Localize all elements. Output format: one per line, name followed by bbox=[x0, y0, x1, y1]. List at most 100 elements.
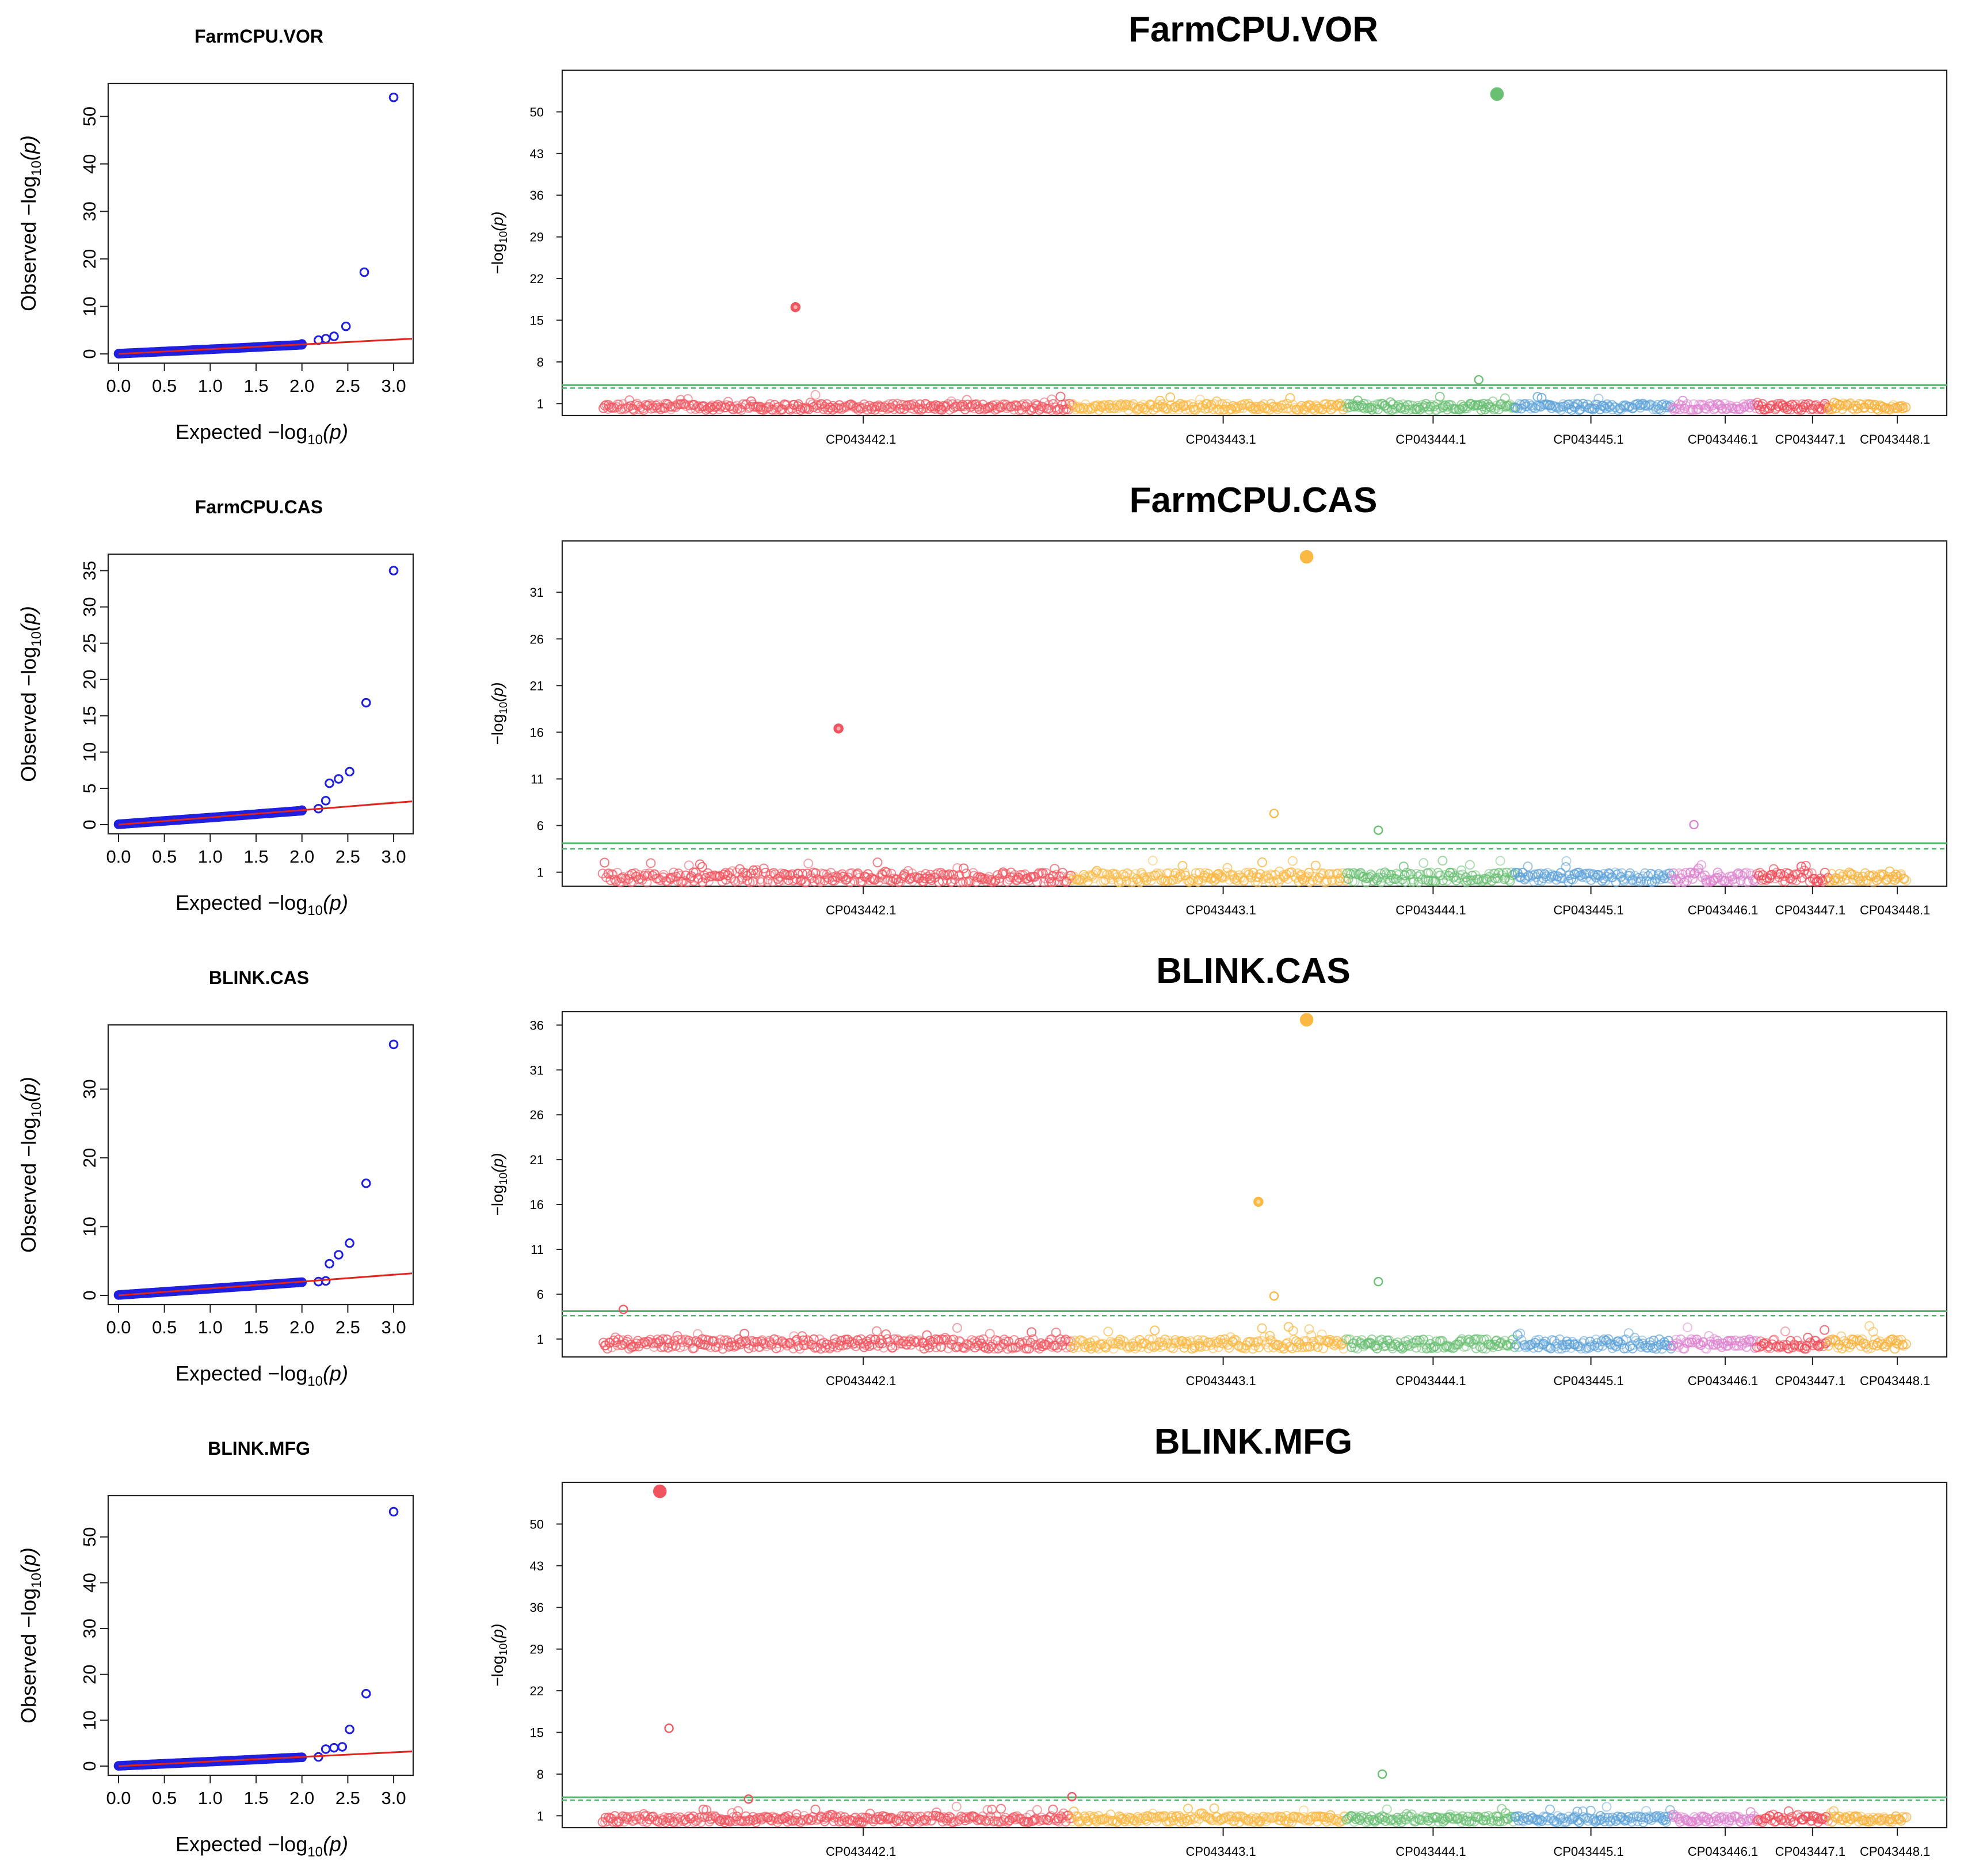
snp-point bbox=[1352, 400, 1362, 410]
snp-point bbox=[710, 1336, 720, 1346]
snp-point bbox=[658, 870, 669, 880]
snp-point bbox=[1061, 877, 1071, 887]
qq-point bbox=[359, 267, 369, 277]
qq-point bbox=[329, 331, 339, 341]
qq-point bbox=[388, 566, 399, 575]
snp-point bbox=[1534, 875, 1544, 886]
manhattan-y-tick-label: 16 bbox=[530, 725, 544, 739]
snp-point bbox=[913, 405, 924, 415]
snp-point bbox=[1155, 868, 1165, 879]
snp-point bbox=[1457, 403, 1467, 414]
significant-snp bbox=[1299, 550, 1314, 564]
snp-point bbox=[1660, 402, 1671, 413]
snp-point bbox=[774, 876, 784, 886]
snp-point bbox=[656, 875, 666, 885]
snp-point bbox=[797, 1331, 807, 1341]
snp-point bbox=[1050, 864, 1060, 874]
qq-x-tick-label: 0.0 bbox=[106, 376, 131, 396]
snp-point bbox=[967, 399, 977, 410]
manhattan-y-tick-label: 1 bbox=[537, 1332, 544, 1347]
snp-point bbox=[1866, 403, 1877, 413]
qq-y-tick-label: 10 bbox=[79, 1710, 100, 1730]
snp-point bbox=[653, 1334, 663, 1345]
snp-point bbox=[802, 1334, 812, 1345]
snp-point bbox=[1241, 1344, 1251, 1354]
snp-point bbox=[700, 873, 711, 883]
qq-y-tick-label: 50 bbox=[79, 106, 100, 126]
snp-point bbox=[828, 401, 838, 411]
snp-point bbox=[1019, 1339, 1029, 1349]
chromosome-label: CP043443.1 bbox=[1185, 1844, 1256, 1859]
panel-mfg: BLINK.MFG 0.0 0.5 1.0 1.5 2.0 2.5 3.0 0 10 20 30 40 5… bbox=[17, 1422, 1948, 1860]
snp-point bbox=[1028, 1334, 1038, 1344]
manhattan-y-axis-label: −log10(p) bbox=[489, 1153, 510, 1215]
snp-point bbox=[1177, 861, 1188, 871]
snp-point bbox=[1901, 875, 1912, 886]
snp-point bbox=[643, 401, 654, 411]
snp-point bbox=[1287, 856, 1298, 866]
snp-point bbox=[1528, 1343, 1539, 1353]
qq-y-tick-label: 30 bbox=[79, 201, 100, 221]
snp-point bbox=[1398, 399, 1408, 410]
snp-point bbox=[1749, 399, 1760, 410]
snp-point bbox=[798, 1335, 809, 1345]
snp-point bbox=[872, 1326, 882, 1336]
chromosome-label: CP043443.1 bbox=[1185, 432, 1256, 447]
snp-point bbox=[723, 396, 733, 407]
snp-point bbox=[1461, 877, 1471, 887]
chromosome-label: CP043446.1 bbox=[1688, 1374, 1758, 1388]
snp-point bbox=[1183, 1803, 1193, 1814]
snp-point bbox=[1509, 1342, 1520, 1352]
qq-point bbox=[345, 1724, 354, 1734]
snp-point bbox=[1495, 856, 1505, 866]
snp-point bbox=[1385, 1339, 1395, 1349]
snp-point bbox=[958, 877, 968, 887]
qq-point bbox=[341, 321, 351, 331]
qq-y-tick-label: 50 bbox=[79, 1527, 100, 1547]
snp-point bbox=[1142, 405, 1153, 415]
qq-y-axis-label: Observed −log10(p) bbox=[17, 1547, 44, 1724]
qq-point bbox=[334, 774, 344, 784]
snp-point bbox=[1820, 1325, 1830, 1335]
qq-point bbox=[321, 796, 331, 806]
snp-point bbox=[1059, 1336, 1070, 1346]
snp-point bbox=[1408, 1338, 1418, 1348]
manhattan-y-tick-label: 11 bbox=[531, 772, 544, 787]
snp-point bbox=[643, 1336, 653, 1347]
significant-snp bbox=[1377, 1769, 1387, 1779]
snp-point bbox=[1417, 874, 1428, 884]
snp-point bbox=[1328, 1336, 1338, 1347]
snp-point bbox=[776, 868, 787, 879]
snp-point bbox=[1700, 870, 1710, 880]
snp-point bbox=[1435, 391, 1445, 402]
snp-point bbox=[1688, 874, 1698, 884]
snp-point bbox=[825, 403, 836, 413]
snp-point bbox=[1694, 863, 1704, 874]
snp-point bbox=[733, 1806, 743, 1816]
snp-point bbox=[704, 876, 714, 886]
qq-x-tick-label: 1.0 bbox=[198, 847, 223, 867]
snp-point bbox=[1001, 399, 1012, 410]
manhattan-y-tick-label: 26 bbox=[530, 1108, 544, 1122]
snp-point bbox=[1292, 1343, 1302, 1353]
snp-point bbox=[1494, 868, 1504, 878]
chromosome-label: CP043442.1 bbox=[826, 1374, 896, 1388]
snp-point bbox=[1006, 402, 1016, 412]
snp-point bbox=[666, 874, 676, 884]
qq-x-tick-label: 0.0 bbox=[106, 1788, 131, 1808]
snp-point bbox=[1307, 875, 1318, 886]
chromosome-label: CP043442.1 bbox=[826, 432, 896, 447]
manhattan-y-axis-label: −log10(p) bbox=[489, 682, 510, 745]
snp-point bbox=[1163, 1335, 1173, 1345]
snp-point bbox=[1231, 1335, 1241, 1345]
manhattan-title: FarmCPU.CAS bbox=[1130, 481, 1378, 520]
snp-point bbox=[1901, 402, 1911, 413]
manhattan-y-tick-label: 15 bbox=[530, 313, 544, 327]
qq-x-tick-label: 1.0 bbox=[198, 376, 223, 396]
snp-point bbox=[819, 875, 830, 886]
snp-point bbox=[1103, 1326, 1113, 1337]
snp-point bbox=[1418, 1334, 1428, 1345]
manhattan-frame bbox=[561, 1481, 1948, 1829]
snp-point bbox=[1601, 1802, 1612, 1812]
snp-point bbox=[1361, 877, 1371, 887]
